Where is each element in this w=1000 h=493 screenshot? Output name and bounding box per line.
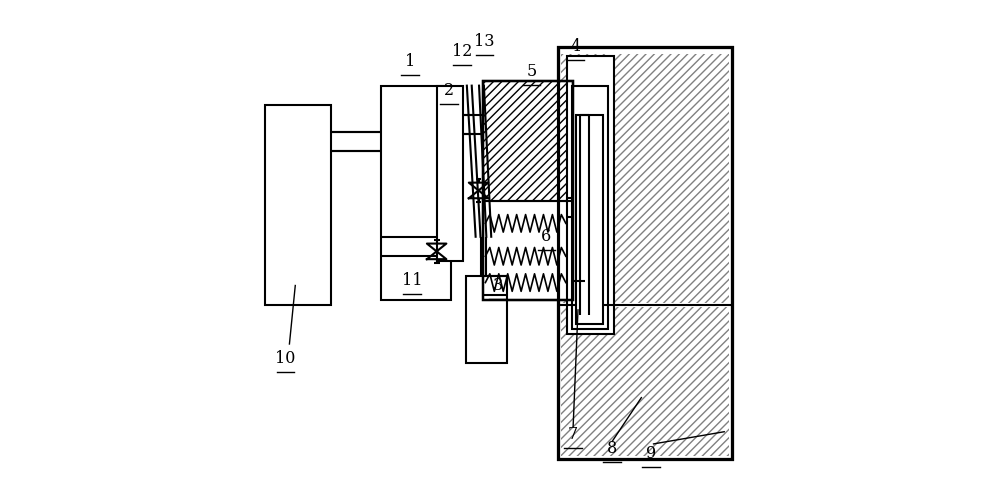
Text: 9: 9 bbox=[646, 445, 656, 462]
Text: 8: 8 bbox=[607, 440, 617, 458]
Text: 5: 5 bbox=[527, 63, 537, 79]
Text: 11: 11 bbox=[402, 272, 423, 289]
Text: 10: 10 bbox=[275, 350, 296, 367]
Text: 1: 1 bbox=[405, 53, 415, 70]
Bar bbox=[558, 47, 732, 458]
Text: 6: 6 bbox=[541, 228, 551, 245]
Bar bbox=[466, 276, 507, 363]
Bar bbox=[561, 308, 729, 456]
Bar bbox=[567, 56, 614, 334]
Bar bbox=[572, 86, 608, 329]
Text: 7: 7 bbox=[568, 425, 578, 443]
Bar bbox=[483, 81, 573, 202]
Bar bbox=[437, 86, 463, 261]
Text: 4: 4 bbox=[570, 38, 581, 55]
Bar bbox=[381, 86, 451, 300]
Bar bbox=[558, 47, 732, 458]
Bar bbox=[561, 54, 607, 303]
Text: 13: 13 bbox=[474, 33, 495, 50]
Bar bbox=[483, 81, 573, 300]
Bar bbox=[265, 105, 331, 305]
Bar bbox=[483, 202, 573, 300]
Bar bbox=[576, 115, 603, 324]
Text: 12: 12 bbox=[452, 43, 472, 60]
Text: 3: 3 bbox=[492, 277, 503, 294]
Text: 2: 2 bbox=[444, 82, 454, 99]
Bar bbox=[615, 54, 729, 303]
Bar bbox=[483, 81, 573, 202]
